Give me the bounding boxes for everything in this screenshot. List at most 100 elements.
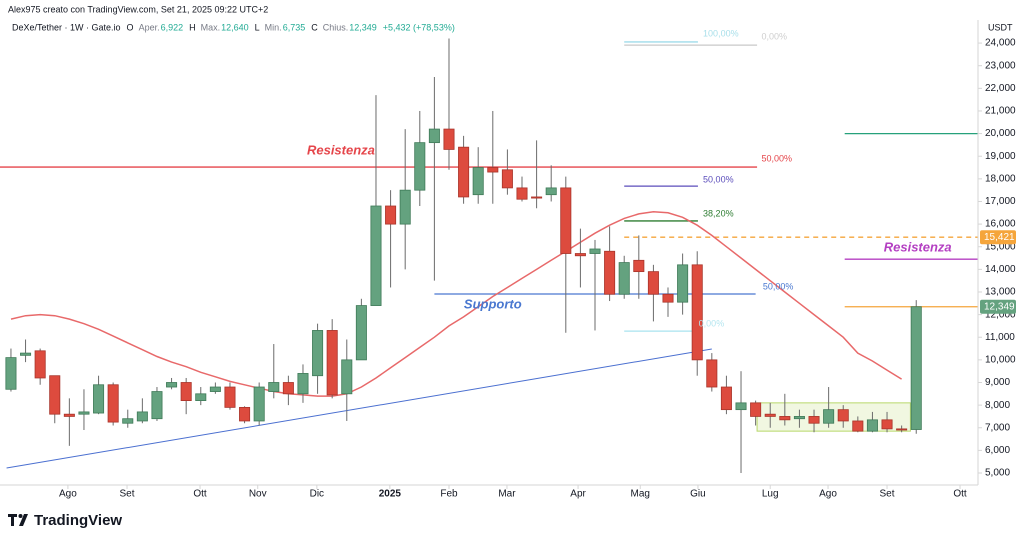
candle-body bbox=[866, 419, 878, 432]
logo-part bbox=[8, 514, 17, 526]
candle-body bbox=[253, 386, 265, 422]
candle-body bbox=[195, 393, 207, 401]
ohlc-key: C bbox=[311, 22, 318, 32]
candle-body bbox=[107, 384, 119, 423]
y-tick-label: 7,000 bbox=[985, 422, 1010, 433]
symbol: DeXe/Tether · 1W · Gate.io bbox=[12, 22, 121, 32]
ohlc-key: L bbox=[255, 22, 260, 32]
candle-body bbox=[677, 264, 689, 303]
annotation: 50,00% bbox=[703, 174, 734, 184]
y-tick-label: 18,000 bbox=[985, 173, 1016, 184]
y-tick-label: 22,000 bbox=[985, 83, 1016, 94]
candle-body bbox=[881, 419, 893, 430]
candle-body bbox=[166, 382, 178, 388]
y-tick-label: 14,000 bbox=[985, 264, 1016, 275]
candle-body bbox=[297, 373, 309, 395]
x-tick-label: Feb bbox=[440, 489, 458, 500]
candle-body bbox=[764, 413, 776, 417]
x-tick-label: Ott bbox=[953, 489, 967, 500]
candle-body bbox=[458, 146, 470, 198]
y-tick-label: 5,000 bbox=[985, 468, 1010, 479]
candle-body bbox=[239, 406, 251, 422]
x-tick-label: Ago bbox=[819, 489, 837, 500]
candle-body bbox=[560, 187, 572, 254]
candle-body bbox=[487, 167, 499, 173]
ohlc-value: 12,349 bbox=[349, 22, 377, 32]
annotation: 38,20% bbox=[703, 208, 734, 218]
candle-body bbox=[531, 196, 543, 199]
candle-body bbox=[209, 386, 221, 392]
annotation: 100,00% bbox=[703, 28, 739, 38]
annotation: 0,00% bbox=[699, 318, 725, 328]
ohlc-label: Chius. bbox=[323, 22, 349, 32]
candle-body bbox=[443, 128, 455, 150]
candle-body bbox=[910, 306, 922, 430]
annotation: 0,00% bbox=[761, 31, 787, 41]
y-tick-label: 12,000 bbox=[985, 309, 1016, 320]
y-tick-label: 21,000 bbox=[985, 106, 1016, 117]
candle-body bbox=[5, 357, 17, 390]
candle-body bbox=[399, 189, 411, 225]
annotation: 50,00% bbox=[761, 153, 792, 163]
y-tick-label: 8,000 bbox=[985, 400, 1010, 411]
candle-body bbox=[49, 375, 61, 415]
candle-body bbox=[647, 271, 659, 295]
price-label-box bbox=[980, 299, 1016, 314]
candle-body bbox=[750, 402, 762, 417]
annotation: Resistenza bbox=[884, 240, 952, 255]
candle-body bbox=[823, 409, 835, 424]
credit: Alex975 creato con TradingView.com, Set … bbox=[8, 4, 268, 14]
candle-body bbox=[662, 293, 674, 303]
x-tick-label: Set bbox=[120, 489, 135, 500]
ohlc-value: 6,922 bbox=[161, 22, 184, 32]
trendline bbox=[6, 348, 712, 469]
candle-body bbox=[618, 262, 630, 295]
candle-body bbox=[312, 330, 324, 377]
x-tick-label: Mag bbox=[631, 489, 650, 500]
annotation: Resistenza bbox=[307, 142, 375, 157]
annotation: 50,00% bbox=[763, 281, 794, 291]
ohlc-label: Min. bbox=[265, 22, 282, 32]
x-tick-label: Lug bbox=[762, 489, 779, 500]
y-tick-label: 9,000 bbox=[985, 377, 1010, 388]
candle-body bbox=[779, 416, 791, 421]
x-tick-label: 2025 bbox=[379, 489, 402, 500]
candle-body bbox=[516, 187, 528, 200]
y-tick-label: 24,000 bbox=[985, 38, 1016, 49]
candle-body bbox=[282, 382, 294, 395]
y-tick-label: 16,000 bbox=[985, 219, 1016, 230]
candle-body bbox=[136, 411, 148, 422]
x-tick-label: Ago bbox=[59, 489, 77, 500]
candle-body bbox=[604, 250, 616, 295]
ohlc-value: 6,735 bbox=[283, 22, 306, 32]
price-label: 12,349 bbox=[984, 301, 1015, 312]
ohlc-key: O bbox=[127, 22, 134, 32]
candle-body bbox=[370, 205, 382, 306]
candle-body bbox=[326, 330, 338, 396]
candle-body bbox=[589, 248, 601, 254]
candle-body bbox=[385, 205, 397, 225]
candle-body bbox=[122, 418, 134, 424]
candle-body bbox=[808, 416, 820, 424]
y-tick-label: 23,000 bbox=[985, 60, 1016, 71]
y-tick-label: 6,000 bbox=[985, 445, 1010, 456]
candle-body bbox=[837, 409, 849, 422]
ohlc-header: O Aper. 6,922 H Max. 12,640 L Min. 6,735 C Chius. 1… bbox=[127, 22, 455, 32]
candle-body bbox=[896, 428, 908, 431]
candle-body bbox=[414, 142, 426, 191]
annotation: Supporto bbox=[464, 297, 522, 312]
candle-body bbox=[78, 411, 90, 415]
candle-body bbox=[93, 384, 105, 414]
change: +5,432 (+78,53%) bbox=[383, 22, 455, 32]
y-tick-label: 20,000 bbox=[985, 128, 1016, 139]
candle-body bbox=[574, 253, 586, 257]
y-tick-label: 15,000 bbox=[985, 241, 1016, 252]
candle-body bbox=[501, 169, 513, 189]
price-label: 15,421 bbox=[984, 232, 1015, 243]
candle-body bbox=[34, 350, 46, 379]
y-tick-label: 17,000 bbox=[985, 196, 1016, 207]
ohlc-value: 12,640 bbox=[221, 22, 249, 32]
